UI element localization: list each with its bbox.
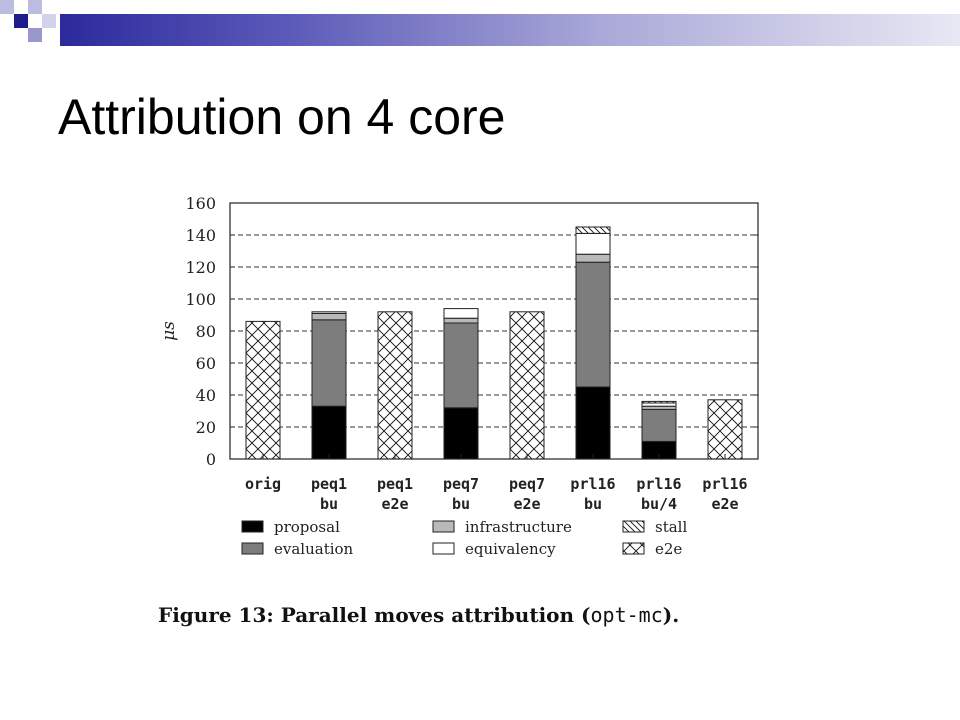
x-tick-label: orig bbox=[245, 475, 281, 493]
slide-title: Attribution on 4 core bbox=[58, 89, 506, 145]
y-tick-label: 60 bbox=[196, 354, 216, 373]
legend-swatch-equivalency bbox=[432, 542, 455, 555]
x-tick-label: bu/4 bbox=[641, 495, 677, 513]
y-tick-label: 40 bbox=[196, 386, 216, 405]
x-tick-label: prl16 bbox=[702, 475, 747, 493]
x-tick-label: bu bbox=[452, 495, 470, 513]
x-tick-label: bu bbox=[584, 495, 602, 513]
y-tick-label: 80 bbox=[196, 322, 216, 341]
caption-code: opt-mc bbox=[590, 603, 663, 627]
x-tick-label: prl16 bbox=[636, 475, 681, 493]
bar-segment-e2e bbox=[377, 311, 413, 460]
decor-square-light bbox=[0, 0, 14, 14]
stacked-bar-chart: 0 20 40 60 80 100 120 140 160 orig peq1 bu peq1 e2e pe… bbox=[159, 194, 759, 558]
legend-swatch-evaluation bbox=[241, 542, 264, 555]
axes: 0 20 40 60 80 100 120 140 160 orig peq1 bu peq1 e2e pe… bbox=[159, 194, 759, 513]
decor-square-light bbox=[42, 14, 56, 28]
x-tick-label: prl16 bbox=[570, 475, 615, 493]
bar-segment-equivalency bbox=[575, 232, 611, 255]
legend-label-evaluation: evaluation bbox=[274, 540, 354, 558]
caption-prefix: Figure 13: Parallel moves attribution ( bbox=[158, 603, 591, 627]
x-tick-label: e2e bbox=[513, 495, 540, 513]
legend-swatch-e2e bbox=[622, 542, 645, 555]
x-tick-label: peq7 bbox=[443, 475, 479, 493]
bar-segment-equivalency bbox=[311, 311, 347, 314]
bar-segment-infrastructure bbox=[443, 317, 479, 324]
legend-label-equivalency: equivalency bbox=[465, 540, 556, 558]
bar-segment-infrastructure bbox=[575, 253, 611, 263]
bar-segment-proposal bbox=[311, 405, 347, 460]
bar-segment-evaluation bbox=[311, 319, 347, 407]
x-tick-label: e2e bbox=[711, 495, 738, 513]
plot-frame bbox=[229, 202, 759, 460]
caption-suffix: ). bbox=[662, 603, 680, 627]
bar-segment-stall bbox=[575, 226, 611, 234]
bar-segment-e2e bbox=[245, 320, 281, 460]
bar-segment-evaluation bbox=[575, 261, 611, 388]
bars bbox=[245, 226, 743, 460]
bar-segment-proposal bbox=[443, 407, 479, 460]
legend-label-stall: stall bbox=[655, 518, 687, 536]
y-tick-label: 100 bbox=[185, 290, 216, 309]
legend-label-proposal: proposal bbox=[274, 518, 340, 536]
bar-segment-e2e bbox=[509, 311, 545, 460]
bar-segment-equivalency bbox=[443, 308, 479, 319]
decor-square-light bbox=[28, 0, 42, 14]
grid-lines bbox=[230, 234, 758, 428]
y-tick-label: 0 bbox=[206, 450, 216, 469]
legend-swatch-infrastructure bbox=[432, 520, 455, 533]
legend-label-infrastructure: infrastructure bbox=[465, 518, 572, 536]
header-gradient-bar bbox=[60, 14, 960, 46]
legend: proposal infrastructure stall evaluation equ… bbox=[241, 518, 687, 558]
x-tick-label: peq1 bbox=[311, 475, 347, 493]
x-tick-label: bu bbox=[320, 495, 338, 513]
y-tick-label: 20 bbox=[196, 418, 216, 437]
bar-segment-proposal bbox=[575, 386, 611, 460]
figure-caption: Figure 13: Parallel moves attribution (o… bbox=[158, 603, 679, 627]
legend-swatch-proposal bbox=[241, 520, 264, 533]
y-tick-label: 140 bbox=[185, 226, 216, 245]
legend-swatch-stall bbox=[622, 520, 645, 533]
y-axis-label: μs bbox=[159, 321, 179, 341]
legend-label-e2e: e2e bbox=[655, 540, 682, 558]
y-tick-label: 160 bbox=[185, 194, 216, 213]
bar-segment-stall bbox=[641, 400, 677, 404]
bar-segment-evaluation bbox=[641, 408, 677, 442]
decor-square-dark bbox=[14, 14, 28, 28]
bar-segment-e2e bbox=[707, 399, 743, 460]
bar-segment-evaluation bbox=[443, 322, 479, 409]
x-tick-label: e2e bbox=[381, 495, 408, 513]
decor-square-light bbox=[28, 28, 42, 42]
x-tick-label: peq7 bbox=[509, 475, 545, 493]
x-tick-label: peq1 bbox=[377, 475, 413, 493]
bar-segment-infrastructure bbox=[311, 312, 347, 321]
y-tick-label: 120 bbox=[185, 258, 216, 277]
